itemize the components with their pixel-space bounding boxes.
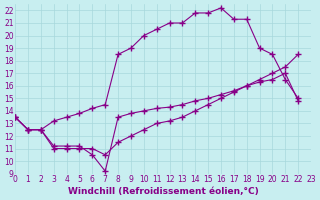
X-axis label: Windchill (Refroidissement éolien,°C): Windchill (Refroidissement éolien,°C) <box>68 187 259 196</box>
